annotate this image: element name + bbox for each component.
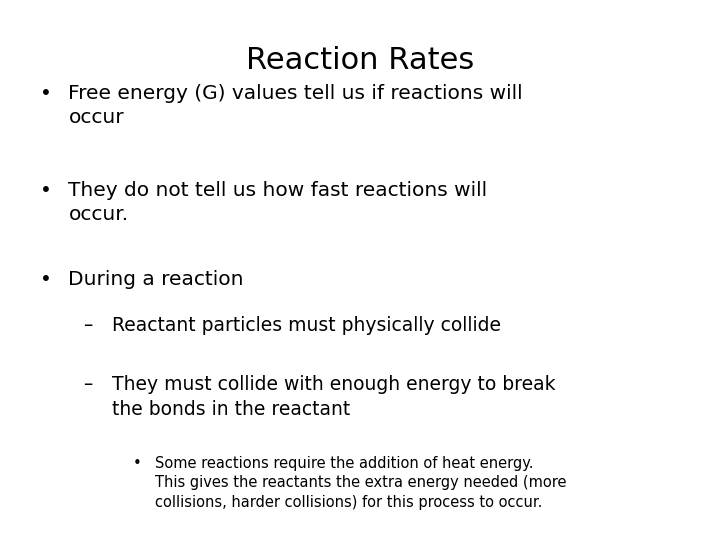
Text: •: • (40, 84, 51, 103)
Text: They must collide with enough energy to break
the bonds in the reactant: They must collide with enough energy to … (112, 375, 555, 418)
Text: Some reactions require the addition of heat energy.
This gives the reactants the: Some reactions require the addition of h… (155, 456, 567, 510)
Text: Reaction Rates: Reaction Rates (246, 46, 474, 75)
Text: •: • (40, 270, 51, 289)
Text: Reactant particles must physically collide: Reactant particles must physically colli… (112, 316, 500, 335)
Text: •: • (40, 181, 51, 200)
Text: During a reaction: During a reaction (68, 270, 244, 289)
Text: –: – (83, 375, 92, 394)
Text: –: – (83, 316, 92, 335)
Text: •: • (133, 456, 142, 471)
Text: Free energy (G) values tell us if reactions will
occur: Free energy (G) values tell us if reacti… (68, 84, 523, 127)
Text: They do not tell us how fast reactions will
occur.: They do not tell us how fast reactions w… (68, 181, 487, 224)
